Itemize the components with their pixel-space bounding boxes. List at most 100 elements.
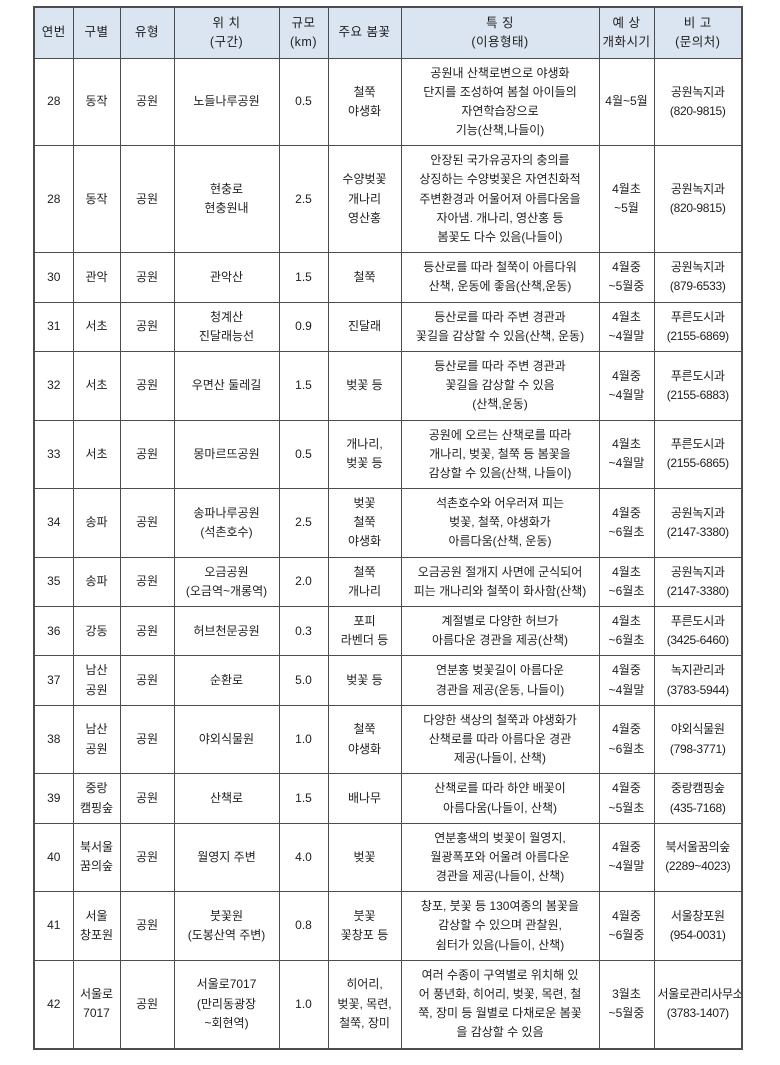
cell-features: 여러 수종이 구역별로 위치해 있 어 풍년화, 히어리, 벚꽃, 목련, 철 … — [400, 959, 600, 1050]
cell-district: 남산 공원 — [72, 704, 121, 775]
cell-district: 중랑 캠핑숲 — [72, 773, 121, 824]
cell-no: 28 — [33, 57, 74, 147]
column-header-flowers: 주요 봄꽃 — [327, 6, 402, 59]
cell-no: 42 — [33, 959, 74, 1050]
cell-note: 공원녹지과 (2147-3380) — [653, 488, 743, 558]
cell-note: 야외식물원 (798-3771) — [653, 704, 743, 775]
table-row: 35 송파 공원 오금공원 (오금역~개롱역) 2.0 철쭉 개나리 오금공원 … — [33, 556, 743, 608]
cell-flowers: 철쭉 개나리 — [327, 556, 402, 608]
cell-no: 40 — [33, 822, 74, 893]
cell-flowers: 수양벚꽃 개나리 영산홍 — [327, 145, 402, 254]
cell-type: 공원 — [119, 419, 175, 490]
cell-flowers: 철쭉 야생화 — [327, 704, 402, 775]
cell-note: 녹지관리과 (3783-5944) — [653, 655, 743, 706]
cell-features: 공원에 오르는 산책로를 따라 개나리, 벚꽃, 철쭉 등 봄꽃을 감상할 수 … — [400, 419, 600, 490]
cell-location: 허브천문공원 — [173, 605, 280, 657]
cell-no: 30 — [33, 252, 74, 303]
cell-note: 공원녹지과 (820-9815) — [653, 57, 743, 147]
cell-no: 32 — [33, 350, 74, 421]
cell-bloom-period: 4월중 ~6월중 — [598, 891, 655, 961]
cell-flowers: 벚꽃 등 — [327, 655, 402, 706]
cell-note: 푸른도시과 (2155-6883) — [653, 350, 743, 421]
table-row: 28 동작 공원 노들나루공원 0.5 철쭉 야생화 공원내 산책로변으로 야생… — [33, 57, 743, 147]
cell-note: 푸른도시과 (2155-6865) — [653, 419, 743, 490]
cell-flowers: 배나무 — [327, 773, 402, 824]
cell-size: 0.8 — [278, 891, 329, 961]
cell-location: 청계산 진달래능선 — [173, 301, 280, 352]
cell-bloom-period: 4월초 ~4월말 — [598, 419, 655, 490]
cell-note: 공원녹지과 (879-6533) — [653, 252, 743, 303]
cell-note: 공원녹지과 (820-9815) — [653, 145, 743, 254]
cell-bloom-period: 3월초 ~5월중 — [598, 959, 655, 1050]
cell-district: 송파 — [72, 488, 121, 558]
cell-no: 41 — [33, 891, 74, 961]
table-row: 39 중랑 캠핑숲 공원 산책로 1.5 배나무 산책로를 따라 하얀 배꽃이 … — [33, 773, 743, 824]
cell-location: 산책로 — [173, 773, 280, 824]
cell-no: 39 — [33, 773, 74, 824]
table-row: 34 송파 공원 송파나루공원 (석촌호수) 2.5 벚꽃 철쭉 야생화 석촌호… — [33, 488, 743, 558]
cell-location: 붓꽃원 (도봉산역 주변) — [173, 891, 280, 961]
cell-size: 4.0 — [278, 822, 329, 893]
cell-district: 남산 공원 — [72, 655, 121, 706]
table-row: 28 동작 공원 현충로 현충원내 2.5 수양벚꽃 개나리 영산홍 안장된 국… — [33, 145, 743, 254]
cell-note: 중랑캠핑숲 (435-7168) — [653, 773, 743, 824]
cell-size: 0.5 — [278, 419, 329, 490]
spring-flower-spots-table: 연번 구별 유형 위 치 (구간) 규모 (km) 주요 봄꽃 특 징 (이용형… — [33, 6, 743, 1050]
cell-features: 석촌호수와 어우러져 피는 벚꽃, 철쭉, 야생화가 아름다움(산책, 운동) — [400, 488, 600, 558]
cell-features: 공원내 산책로변으로 야생화 단지를 조성하여 봄철 아이들의 자연학습장으로 … — [400, 57, 600, 147]
cell-size: 0.5 — [278, 57, 329, 147]
table-row: 42 서울로 7017 공원 서울로7017 (만리동광장 ~회현역) 1.0 … — [33, 959, 743, 1050]
cell-bloom-period: 4월중 ~4월말 — [598, 350, 655, 421]
cell-bloom-period: 4월초 ~6월초 — [598, 605, 655, 657]
cell-flowers: 벚꽃 — [327, 822, 402, 893]
cell-district: 서초 — [72, 301, 121, 352]
cell-bloom-period: 4월초 ~6월초 — [598, 556, 655, 608]
cell-type: 공원 — [119, 773, 175, 824]
column-header-size: 규모 (km) — [278, 6, 329, 59]
cell-district: 서초 — [72, 419, 121, 490]
cell-district: 관악 — [72, 252, 121, 303]
cell-location: 야외식물원 — [173, 704, 280, 775]
cell-bloom-period: 4월초 ~4월말 — [598, 301, 655, 352]
cell-features: 다양한 색상의 철쭉과 야생화가 산책로를 따라 아름다운 경관 제공(나들이,… — [400, 704, 600, 775]
table-row: 41 서울 창포원 공원 붓꽃원 (도봉산역 주변) 0.8 붓꽃 꽃창포 등 … — [33, 891, 743, 961]
cell-note: 푸른도시과 (2155-6869) — [653, 301, 743, 352]
cell-features: 창포, 붓꽃 등 130여종의 봄꽃을 감상할 수 있으며 관찰원, 쉼터가 있… — [400, 891, 600, 961]
table-row: 40 북서울 꿈의숲 공원 월영지 주변 4.0 벚꽃 연분홍색의 벚꽃이 월영… — [33, 822, 743, 893]
cell-no: 28 — [33, 145, 74, 254]
cell-type: 공원 — [119, 605, 175, 657]
cell-type: 공원 — [119, 959, 175, 1050]
cell-type: 공원 — [119, 822, 175, 893]
cell-note: 서울로관리사무소 (3783-1407) — [653, 959, 743, 1050]
cell-location: 순환로 — [173, 655, 280, 706]
cell-features: 산책로를 따라 하얀 배꽃이 아름다움(나들이, 산책) — [400, 773, 600, 824]
cell-no: 36 — [33, 605, 74, 657]
cell-bloom-period: 4월중 ~4월말 — [598, 655, 655, 706]
column-header-bloom-period: 예 상 개화시기 — [598, 6, 655, 59]
cell-type: 공원 — [119, 704, 175, 775]
column-header-location: 위 치 (구간) — [173, 6, 280, 59]
cell-district: 서울로 7017 — [72, 959, 121, 1050]
cell-no: 34 — [33, 488, 74, 558]
table-row: 33 서초 공원 몽마르뜨공원 0.5 개나리, 벚꽃 등 공원에 오르는 산책… — [33, 419, 743, 490]
cell-location: 서울로7017 (만리동광장 ~회현역) — [173, 959, 280, 1050]
cell-features: 연분홍색의 벚꽃이 월영지, 월광폭포와 어울려 아름다운 경관을 제공(나들이… — [400, 822, 600, 893]
cell-size: 1.0 — [278, 959, 329, 1050]
cell-type: 공원 — [119, 556, 175, 608]
table-row: 38 남산 공원 공원 야외식물원 1.0 철쭉 야생화 다양한 색상의 철쭉과… — [33, 704, 743, 775]
cell-location: 현충로 현충원내 — [173, 145, 280, 254]
cell-bloom-period: 4월초 ~5월 — [598, 145, 655, 254]
cell-flowers: 히어리, 벚꽃, 목련, 철쭉, 장미 — [327, 959, 402, 1050]
cell-features: 연분홍 벚꽃길이 아름다운 경관을 제공(운동, 나들이) — [400, 655, 600, 706]
cell-bloom-period: 4월중 ~5월중 — [598, 252, 655, 303]
cell-no: 31 — [33, 301, 74, 352]
cell-no: 38 — [33, 704, 74, 775]
cell-flowers: 벚꽃 철쭉 야생화 — [327, 488, 402, 558]
cell-features: 등산로를 따라 주변 경관과 꽃길을 감상할 수 있음(산책, 운동) — [400, 301, 600, 352]
cell-district: 동작 — [72, 145, 121, 254]
cell-size: 0.9 — [278, 301, 329, 352]
cell-location: 월영지 주변 — [173, 822, 280, 893]
column-header-features: 특 징 (이용형태) — [400, 6, 600, 59]
column-header-no: 연번 — [33, 6, 74, 59]
